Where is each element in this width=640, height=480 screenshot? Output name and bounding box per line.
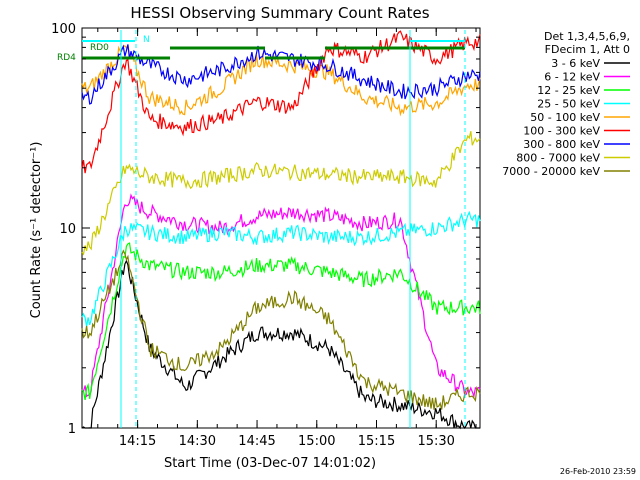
legend-item-3: 25 - 50 keV: [537, 98, 600, 111]
legend-item-4: 50 - 100 keV: [530, 111, 600, 124]
legend-item-6: 300 - 800 keV: [523, 138, 600, 151]
series-line-7: [81, 131, 481, 256]
y-tick-label-1: 10: [59, 222, 76, 237]
series-line-3: [81, 210, 481, 327]
flag-label-1: RD4: [57, 53, 76, 63]
flag-label-2: N: [143, 35, 150, 45]
x-tick-label-3: 15:00: [298, 434, 335, 449]
legend-item-1: 6 - 12 keV: [544, 71, 600, 84]
date-stamp: 26-Feb-2010 23:59: [560, 467, 636, 476]
series-line-5: [81, 30, 481, 174]
legend: Det 1,3,4,5,6,9, FDecim 1, Att 0 3 - 6 k…: [502, 30, 630, 178]
x-tick-label-5: 15:30: [417, 434, 454, 449]
x-axis-label: Start Time (03-Dec-07 14:01:02): [164, 456, 376, 471]
legend-item-5: 100 - 300 keV: [523, 125, 600, 138]
flag-label-0: RD0: [90, 43, 109, 53]
legend-header-2: FDecim 1, Att 0: [545, 43, 630, 56]
x-tick-label-0: 14:15: [119, 434, 156, 449]
series-line-0: [81, 259, 480, 430]
series-line-1: [81, 193, 481, 399]
y-tick-label-2: 100: [51, 22, 76, 37]
flag-layer: RD0 RD4 N: [57, 30, 466, 428]
y-axis-label: Count Rate (s⁻¹ detector⁻¹): [29, 142, 44, 319]
legend-item-8: 7000 - 20000 keV: [502, 165, 600, 178]
legend-item-7: 800 - 7000 keV: [516, 152, 600, 165]
x-tick-label-2: 14:45: [238, 434, 275, 449]
series-layer: [81, 30, 481, 430]
x-tick-label-1: 14:30: [179, 434, 216, 449]
legend-header-1: Det 1,3,4,5,6,9,: [544, 30, 630, 43]
series-line-8: [81, 249, 481, 410]
tick-layer: 14:15 14:30 14:45 15:00 15:15 15:30 1 10 100: [51, 22, 480, 449]
y-tick-label-0: 1: [68, 422, 76, 437]
series-line-2: [81, 242, 481, 401]
chart-title: HESSI Observing Summary Count Rates: [130, 4, 429, 22]
x-tick-label-4: 15:15: [358, 434, 395, 449]
legend-item-2: 12 - 25 keV: [537, 84, 600, 97]
series-line-4: [81, 43, 481, 117]
legend-item-0: 3 - 6 keV: [551, 57, 600, 70]
